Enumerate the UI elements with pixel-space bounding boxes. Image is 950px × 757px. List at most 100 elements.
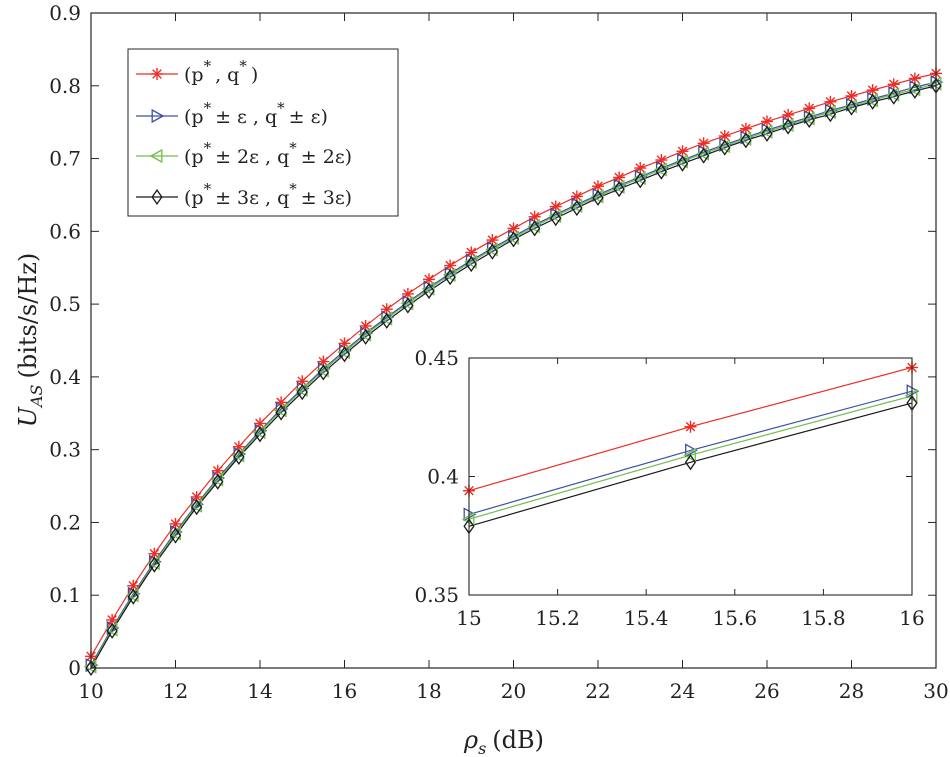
main-series-4-point [571,200,583,217]
main-x-tick-label: 30 [923,679,948,703]
main-series-line-3 [90,83,937,667]
inset-y-tick-label: 0.35 [414,583,459,607]
main-series-4-point [824,106,836,123]
main-x-tick-label: 20 [501,679,526,703]
main-series-4-point [782,118,794,135]
main-series-4-point [634,172,646,189]
main-series-1-point [423,273,435,286]
legend-label: (p* ± 2ε , q* ± 2ε) [184,139,352,168]
main-series-4-point [888,88,900,105]
legend-entry: (p* ± 3ε , q* ± 3ε) [136,180,352,209]
main-series-4-point [338,346,351,363]
main-series-4-point [85,659,97,677]
main-ticks: 10 12 14 16 18 20 22 24 26 28 30 0 0.1 0.2 0.3 0.4 0.5 0.… [49,1,949,703]
x-axis-unit: (dB) [492,726,544,754]
main-series-3-point [590,189,604,204]
main-x-tick-label: 12 [163,679,188,703]
main-series-3-point [104,622,118,637]
main-series-4-point [909,82,921,99]
main-y-tick-label: 0.4 [49,365,81,389]
main-series-3-point [506,230,519,245]
inset-y-tick-label: 0.4 [427,465,459,489]
main-series-4-point [845,99,858,116]
inset-chart: 15 15.2 15.4 15.6 15.8 16 0.35 0.4 0.45 [414,346,924,630]
main-series-3-point [801,111,815,126]
main-series-1-point [908,72,921,85]
inset-series-4-point [684,454,697,471]
main-y-tick-label: 0.9 [49,1,81,25]
main-series-4-point [507,231,520,248]
main-series-3-point [717,139,731,154]
legend-label: (p* ± ε , q* ± ε) [184,99,328,128]
inset-series-line-2 [468,390,913,515]
main-series-1-point [296,375,309,388]
main-series-1-point [718,129,731,142]
main-series-4-point [592,189,604,206]
legend-marker [149,148,163,164]
main-series-4-point [360,328,372,345]
y-axis-symbol: U [14,406,42,427]
legend-marker [151,108,165,124]
main-series-4-point [444,269,456,286]
main-series-4-point [465,256,477,273]
main-series-3-point [907,82,921,97]
main-series-4-point [740,132,752,149]
main-series-3-point [844,99,857,114]
main-series-4-point [212,473,224,490]
main-series-4-point [191,499,203,516]
main-x-tick-label: 10 [78,679,103,703]
inset-series-1-point [684,420,697,433]
main-series-4-point [317,364,329,381]
main-series-1-point [634,162,647,175]
legend-entry: (p*, q*) [136,57,258,86]
main-series-3-point [125,588,139,603]
y-axis-title: UAS (bits/s/Hz) [14,253,46,428]
main-x-tick-label: 14 [247,679,272,703]
main-series-4-point [613,181,625,198]
legend-label: (p*, q*) [184,57,258,86]
main-series-4-point [169,527,182,544]
main-series-4-point [803,111,815,129]
main-series-4-point [233,448,245,465]
legend-box [127,48,399,217]
main-series-4-point [486,243,498,260]
legend-marker [151,68,163,80]
main-series-4-point [402,297,414,314]
main-series-4-point [275,404,287,421]
main-series-4-point [381,312,393,329]
y-axis-unit: (bits/s/Hz) [14,253,42,379]
main-y-tick-label: 0.1 [49,583,81,607]
main-series-1-point [697,137,710,150]
main-series-4-point [761,125,773,142]
main-series-1-point [824,95,837,108]
main-series-1-point [592,180,604,193]
main-y-tick-label: 0.5 [49,292,81,316]
main-series-3-point [189,498,203,513]
main-series-4-point [423,282,435,300]
main-series-4-point [550,210,562,227]
main-y-tick-label: 0.8 [49,74,81,98]
inset-plot-area [469,358,912,595]
main-series-1-point [676,145,689,158]
main-series-3-point [780,117,794,133]
legend-entry: (p* ± ε , q* ± ε) [136,99,328,128]
main-y-tick-label: 0.7 [49,147,81,171]
main-series-3-point [865,93,879,108]
main-series-1-point [887,78,900,91]
inset-series-line-4 [468,402,913,527]
main-x-tick-label: 26 [754,679,779,703]
y-axis-subscript: AS [27,384,46,409]
main-series-4-point [148,556,160,573]
main-series-4-point [106,622,118,639]
main-x-tick-label: 16 [332,679,357,703]
inset-series-3-point [683,448,696,463]
main-series-4-point [296,384,308,401]
main-y-tick-label: 0.3 [49,438,81,462]
main-x-tick-label: 24 [670,679,695,703]
inset-x-tick-label: 15.6 [713,606,758,630]
inset-x-tick-label: 15 [456,606,481,630]
main-series-4-point [698,147,710,164]
inset-ticks: 15 15.2 15.4 15.6 15.8 16 0.35 0.4 0.45 [414,346,924,630]
inset-series-2-point [906,384,920,399]
